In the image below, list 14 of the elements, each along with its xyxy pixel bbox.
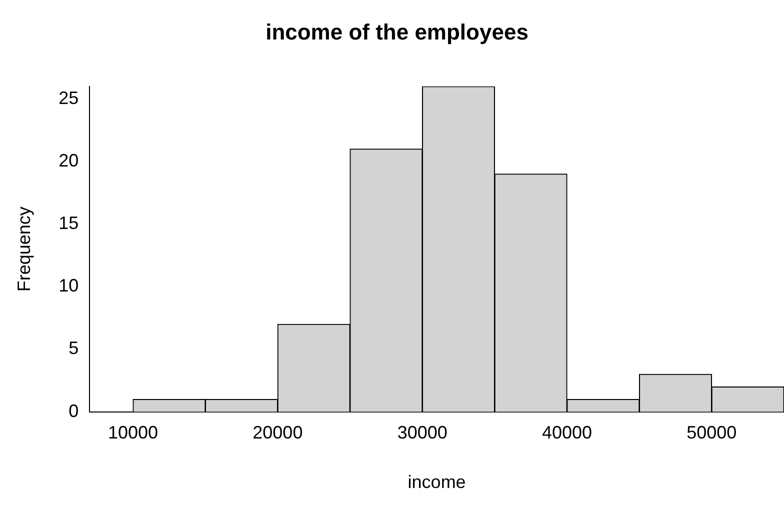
chart-title: income of the employees xyxy=(266,19,528,44)
x-tick-label: 50000 xyxy=(686,422,737,443)
x-tick-label: 10000 xyxy=(108,422,158,443)
y-tick-label: 5 xyxy=(68,338,79,358)
x-tick-label: 30000 xyxy=(397,422,448,443)
y-tick-label: 20 xyxy=(58,150,79,170)
x-tick-label: 20000 xyxy=(252,422,303,443)
y-tick-label: 0 xyxy=(68,400,79,421)
x-tick-label: 40000 xyxy=(542,422,592,443)
y-tick-label: 25 xyxy=(58,88,79,108)
y-tick-label: 15 xyxy=(58,213,79,234)
x-axis-title: income xyxy=(408,472,466,492)
y-axis-title: Frequency xyxy=(14,206,34,292)
y-tick-label: 10 xyxy=(58,276,79,296)
